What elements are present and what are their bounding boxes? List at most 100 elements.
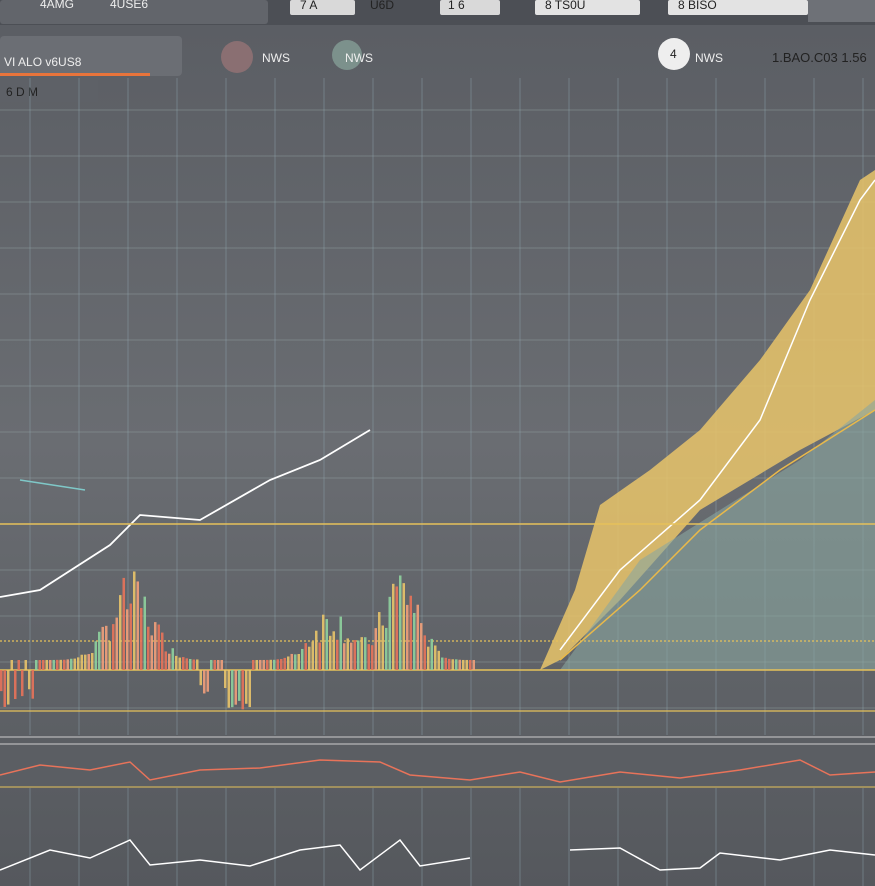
badge-icon <box>658 38 690 70</box>
candle <box>336 639 339 670</box>
candle <box>87 654 90 670</box>
candle <box>77 657 80 670</box>
candle <box>161 632 164 670</box>
candle <box>308 646 311 670</box>
candle <box>350 642 353 670</box>
candle <box>346 638 349 670</box>
candle <box>280 659 283 670</box>
candle <box>185 658 188 670</box>
candle <box>311 641 314 670</box>
panel <box>0 36 182 76</box>
candle <box>462 659 465 670</box>
candle <box>472 659 475 670</box>
candle <box>42 659 45 670</box>
candle <box>297 653 300 670</box>
candle <box>224 670 227 689</box>
candle <box>119 595 122 670</box>
candle <box>329 635 332 670</box>
candle <box>392 583 395 670</box>
candle <box>28 670 31 690</box>
candle <box>427 646 430 670</box>
candle <box>413 612 416 670</box>
candle <box>357 640 360 670</box>
candle <box>416 604 419 670</box>
candle <box>136 581 139 670</box>
candle <box>59 659 62 670</box>
line <box>559 409 875 661</box>
candle <box>322 614 325 670</box>
top-item[interactable]: 4USE6 <box>110 0 148 11</box>
candle <box>143 596 146 670</box>
candle <box>129 603 132 670</box>
tab[interactable]: NWS <box>262 51 290 65</box>
tab-icon <box>221 41 253 73</box>
candle <box>154 622 157 670</box>
line <box>0 429 371 598</box>
candle <box>283 657 286 670</box>
toolbar-label[interactable]: 6 D M <box>6 85 38 99</box>
top-item[interactable]: 4AMG <box>40 0 74 11</box>
candle <box>385 627 388 670</box>
candle <box>157 624 160 670</box>
candle <box>262 659 265 670</box>
candle <box>395 586 398 670</box>
candle <box>52 659 55 670</box>
top-item[interactable]: 8 BISO <box>678 0 717 12</box>
candle <box>318 642 321 670</box>
candle <box>241 670 244 710</box>
candle <box>252 659 255 670</box>
candle <box>122 577 125 670</box>
candle <box>84 654 87 670</box>
candle <box>150 635 153 670</box>
top-item[interactable]: 7 A <box>300 0 317 12</box>
candle <box>273 659 276 670</box>
candle <box>287 656 290 670</box>
candle <box>147 626 150 670</box>
candle <box>339 616 342 670</box>
candle <box>203 670 206 694</box>
tab-icon <box>332 40 362 70</box>
candle <box>441 657 444 670</box>
top-item[interactable]: U6D <box>370 0 394 12</box>
candle <box>423 635 426 670</box>
price: 1.BAO.C03 1.56 <box>772 50 867 65</box>
candle <box>98 631 101 670</box>
candle <box>276 659 279 670</box>
tab[interactable]: NWS <box>345 51 373 65</box>
candle <box>465 659 468 670</box>
candle <box>14 670 17 700</box>
candle <box>24 659 27 670</box>
candle <box>409 595 412 670</box>
candle <box>301 648 304 670</box>
candle <box>455 659 458 670</box>
candle <box>381 625 384 670</box>
tab[interactable]: NWS <box>695 51 723 65</box>
candle <box>21 670 24 697</box>
top-box <box>290 0 355 15</box>
candle <box>364 637 367 670</box>
top-item[interactable]: 8 TS0U <box>545 0 585 12</box>
candle <box>56 659 59 670</box>
toolbar <box>0 80 98 102</box>
candle <box>91 653 94 670</box>
candles <box>0 571 475 710</box>
candle <box>35 659 38 670</box>
candle <box>182 657 185 670</box>
candle <box>469 659 472 670</box>
candle <box>66 659 69 670</box>
top-item[interactable]: 1 6 <box>448 0 465 12</box>
candle <box>374 628 377 670</box>
candle <box>178 657 181 670</box>
candle <box>248 670 251 708</box>
candle <box>45 659 48 670</box>
line <box>559 179 875 651</box>
candle <box>38 659 41 670</box>
candle <box>444 657 447 670</box>
candle <box>206 670 209 692</box>
candle <box>367 644 370 670</box>
candle <box>304 643 307 670</box>
candle <box>140 607 143 670</box>
candle <box>80 654 83 670</box>
